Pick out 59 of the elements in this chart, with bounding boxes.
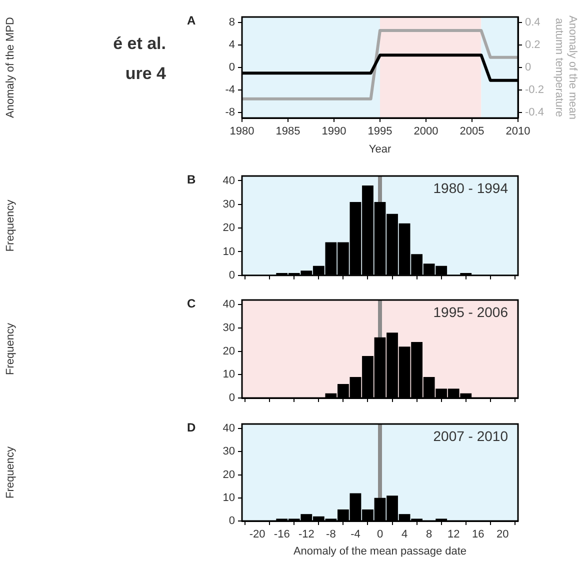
annotation: 1995 - 2006 <box>433 304 508 320</box>
y-axis-title: Frequency <box>4 199 17 252</box>
x-tick-label: 1980 <box>230 126 254 138</box>
x-tick-label: 1990 <box>322 126 346 138</box>
annotation: 2007 - 2010 <box>433 428 508 444</box>
text: ure 4 <box>125 64 167 84</box>
x-tick-label: 1995 <box>368 126 392 138</box>
y-tick-label: 10 <box>222 492 235 504</box>
y-tick-label: 0 <box>228 392 235 404</box>
y-tick-label: -4 <box>225 84 235 96</box>
x-tick-label: 4 <box>401 528 408 541</box>
chart-title: A <box>187 13 196 28</box>
chart-title: B <box>187 172 196 186</box>
y-tick-label: 40 <box>222 422 235 435</box>
y2-axis-title: Anomaly of the mean autumn temperature <box>553 16 578 120</box>
y2-tick-label: -0.4 <box>525 106 544 118</box>
chart-title: C <box>187 296 196 310</box>
x-tick-label: -16 <box>274 528 290 541</box>
x-tick-label: -4 <box>350 528 360 541</box>
y-tick-label: 40 <box>222 298 235 311</box>
x-axis-title: Anomaly of the mean passage date <box>293 545 467 558</box>
x-axis-title: Year <box>368 143 392 156</box>
y-tick-label: 0 <box>228 515 235 528</box>
chart-title: D <box>187 420 196 434</box>
y-axis-title: Frequency <box>4 322 17 375</box>
y2-tick-label: 0 <box>525 62 532 74</box>
x-tick-label: 1985 <box>276 126 300 138</box>
x-tick-label: 20 <box>496 528 509 541</box>
y-tick-label: 20 <box>222 468 235 481</box>
y-tick-label: 8 <box>228 16 235 29</box>
text: é et al. <box>113 34 166 54</box>
y-tick-label: 20 <box>222 222 235 234</box>
x-tick-label: 0 <box>376 528 384 541</box>
y-axis-title: Anomaly of the MPD <box>4 17 17 118</box>
y-tick-label: 4 <box>228 39 235 52</box>
y-axis-title: Frequency <box>4 446 17 498</box>
y-tick-label: 30 <box>222 446 235 458</box>
x-tick-label: 2010 <box>506 126 530 138</box>
x-tick-label: 2005 <box>460 126 484 138</box>
y2-tick-label: -0.2 <box>525 84 544 96</box>
x-tick-label: 16 <box>472 528 484 541</box>
x-tick-label: -20 <box>249 528 266 541</box>
y-tick-label: 30 <box>222 322 235 334</box>
y-tick-label: 30 <box>222 198 235 210</box>
y-tick-label: 20 <box>222 345 235 358</box>
y-tick-label: -8 <box>225 106 235 118</box>
y2-tick-label: 0.2 <box>525 39 540 52</box>
x-tick-label: 8 <box>426 528 432 541</box>
y-tick-label: 0 <box>228 269 235 282</box>
x-tick-label: -8 <box>326 528 336 541</box>
y-tick-label: 10 <box>222 368 235 381</box>
x-tick-label: 2000 <box>414 126 438 138</box>
y-tick-label: 10 <box>222 246 235 258</box>
y2-tick-label: 0.4 <box>525 16 540 29</box>
annotation: 1980 - 1994 <box>433 180 508 196</box>
y-tick-label: 0 <box>228 62 235 74</box>
y-tick-label: 40 <box>222 174 235 187</box>
x-tick-label: 12 <box>447 528 460 541</box>
x-tick-label: -12 <box>298 528 314 541</box>
